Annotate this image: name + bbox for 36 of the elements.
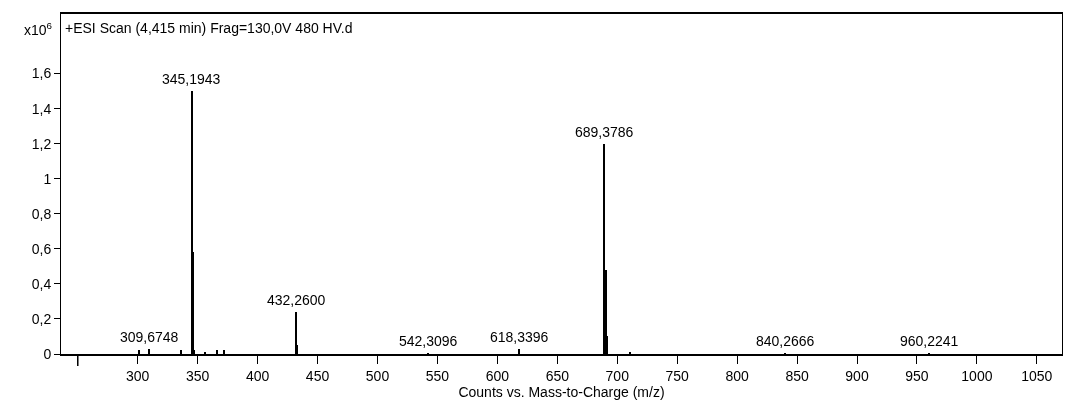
x-tick-label: 1050 bbox=[1021, 367, 1053, 384]
x-tick-label: 850 bbox=[785, 367, 809, 384]
x-tick-label: 900 bbox=[845, 367, 869, 384]
y-tick-label: 0,2 bbox=[31, 310, 52, 327]
annotation: 840,2666 bbox=[756, 333, 815, 349]
x-axis-title: Counts vs. Mass-to-Charge (m/z) bbox=[458, 383, 665, 400]
x-tick-label: 450 bbox=[305, 367, 330, 384]
x-tick-label: 700 bbox=[605, 367, 630, 384]
annotation: 542,3096 bbox=[399, 333, 458, 349]
x-tick-label: 400 bbox=[245, 367, 270, 384]
x-tick-label: 550 bbox=[425, 367, 450, 384]
annotation: 960,2241 bbox=[900, 333, 959, 349]
x-tick-label: 300 bbox=[126, 367, 150, 384]
x-tick-label: 650 bbox=[545, 367, 570, 384]
x-tick-label: 950 bbox=[905, 367, 929, 384]
text: +ESI Scan (4,415 min) Frag=130,0V 480 HV.d bbox=[65, 20, 353, 36]
x-tick-label: 750 bbox=[665, 367, 690, 384]
x-tick-label: 350 bbox=[185, 367, 210, 384]
annotation: 618,3396 bbox=[490, 329, 549, 345]
annotation: 689,3786 bbox=[575, 124, 634, 140]
y-tick-label: 0,4 bbox=[31, 275, 52, 292]
y-axis-title: x10$^{6}$ bbox=[24, 20, 53, 38]
y-tick-label: 0 bbox=[43, 345, 52, 362]
y-tick-label: 1,6 bbox=[31, 65, 52, 82]
x-tick-label: 600 bbox=[485, 367, 510, 384]
annotation: 345,1943 bbox=[162, 71, 221, 87]
y-tick-label: 1 bbox=[43, 170, 52, 187]
x-tick-label: 1000 bbox=[961, 367, 993, 384]
annotation: 432,2600 bbox=[267, 292, 326, 308]
annotation: 309,6748 bbox=[120, 329, 179, 345]
x-tick-label: 800 bbox=[725, 367, 750, 384]
x-tick-label: 500 bbox=[365, 367, 390, 384]
y-tick-label: 1,2 bbox=[31, 135, 52, 152]
y-tick-label: 1,4 bbox=[31, 100, 52, 117]
y-tick-label: 0,8 bbox=[31, 205, 52, 222]
y-tick-label: 0,6 bbox=[31, 240, 52, 257]
